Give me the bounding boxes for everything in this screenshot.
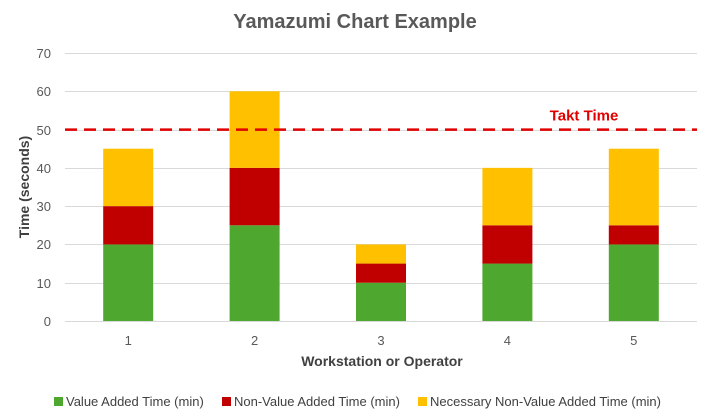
x-tick-label: 5: [630, 333, 637, 348]
x-tick-label: 4: [504, 333, 511, 348]
bar-segment-value-added: [103, 244, 154, 321]
takt-time-line: Takt Time: [65, 108, 697, 131]
y-tick-label: 20: [37, 237, 51, 252]
bar-segment-non-value-added: [482, 225, 533, 264]
bar-segment-non-value-added: [103, 206, 154, 245]
y-tick-label: 10: [37, 276, 51, 291]
bar-segment-necessary-non-value-added: [482, 167, 533, 226]
bar-segment-non-value-added: [229, 167, 280, 226]
chart-title: Yamazumi Chart Example: [233, 11, 476, 33]
y-tick-label: 70: [37, 46, 51, 61]
y-axis-label: Time (seconds): [16, 136, 32, 238]
bar-segment-necessary-non-value-added: [608, 148, 659, 226]
legend-label: Value Added Time (min): [66, 394, 204, 409]
bar-segment-necessary-non-value-added: [103, 148, 154, 207]
bar-segment-value-added: [229, 225, 280, 321]
stacked-bars: [103, 91, 659, 321]
legend-label: Non-Value Added Time (min): [234, 394, 400, 409]
legend-swatch: [54, 397, 63, 406]
legend-swatch: [418, 397, 427, 406]
legend-label: Necessary Non-Value Added Time (min): [430, 394, 661, 409]
y-axis-ticks: 0 10 20 30 40 50 60 70: [37, 46, 51, 329]
takt-time-label: Takt Time: [550, 108, 619, 125]
x-axis-ticks: 1 2 3 4 5: [125, 333, 638, 348]
legend: Value Added Time (min) Non-Value Added Ti…: [54, 394, 661, 409]
x-tick-label: 1: [125, 333, 132, 348]
x-tick-label: 2: [251, 333, 258, 348]
bar-segment-non-value-added: [356, 263, 406, 283]
x-axis-label: Workstation or Operator: [301, 353, 463, 369]
bar-segment-value-added: [482, 263, 533, 321]
legend-swatch: [222, 397, 231, 406]
bar-segment-value-added: [356, 282, 406, 321]
y-tick-label: 0: [44, 314, 51, 329]
bar-segment-necessary-non-value-added: [356, 244, 406, 264]
y-tick-label: 40: [37, 161, 51, 176]
x-tick-label: 3: [377, 333, 384, 348]
y-tick-label: 60: [37, 84, 51, 99]
y-tick-label: 30: [37, 199, 51, 214]
bar-segment-non-value-added: [608, 225, 659, 245]
bar-segment-value-added: [608, 244, 659, 321]
y-tick-label: 50: [37, 123, 51, 138]
